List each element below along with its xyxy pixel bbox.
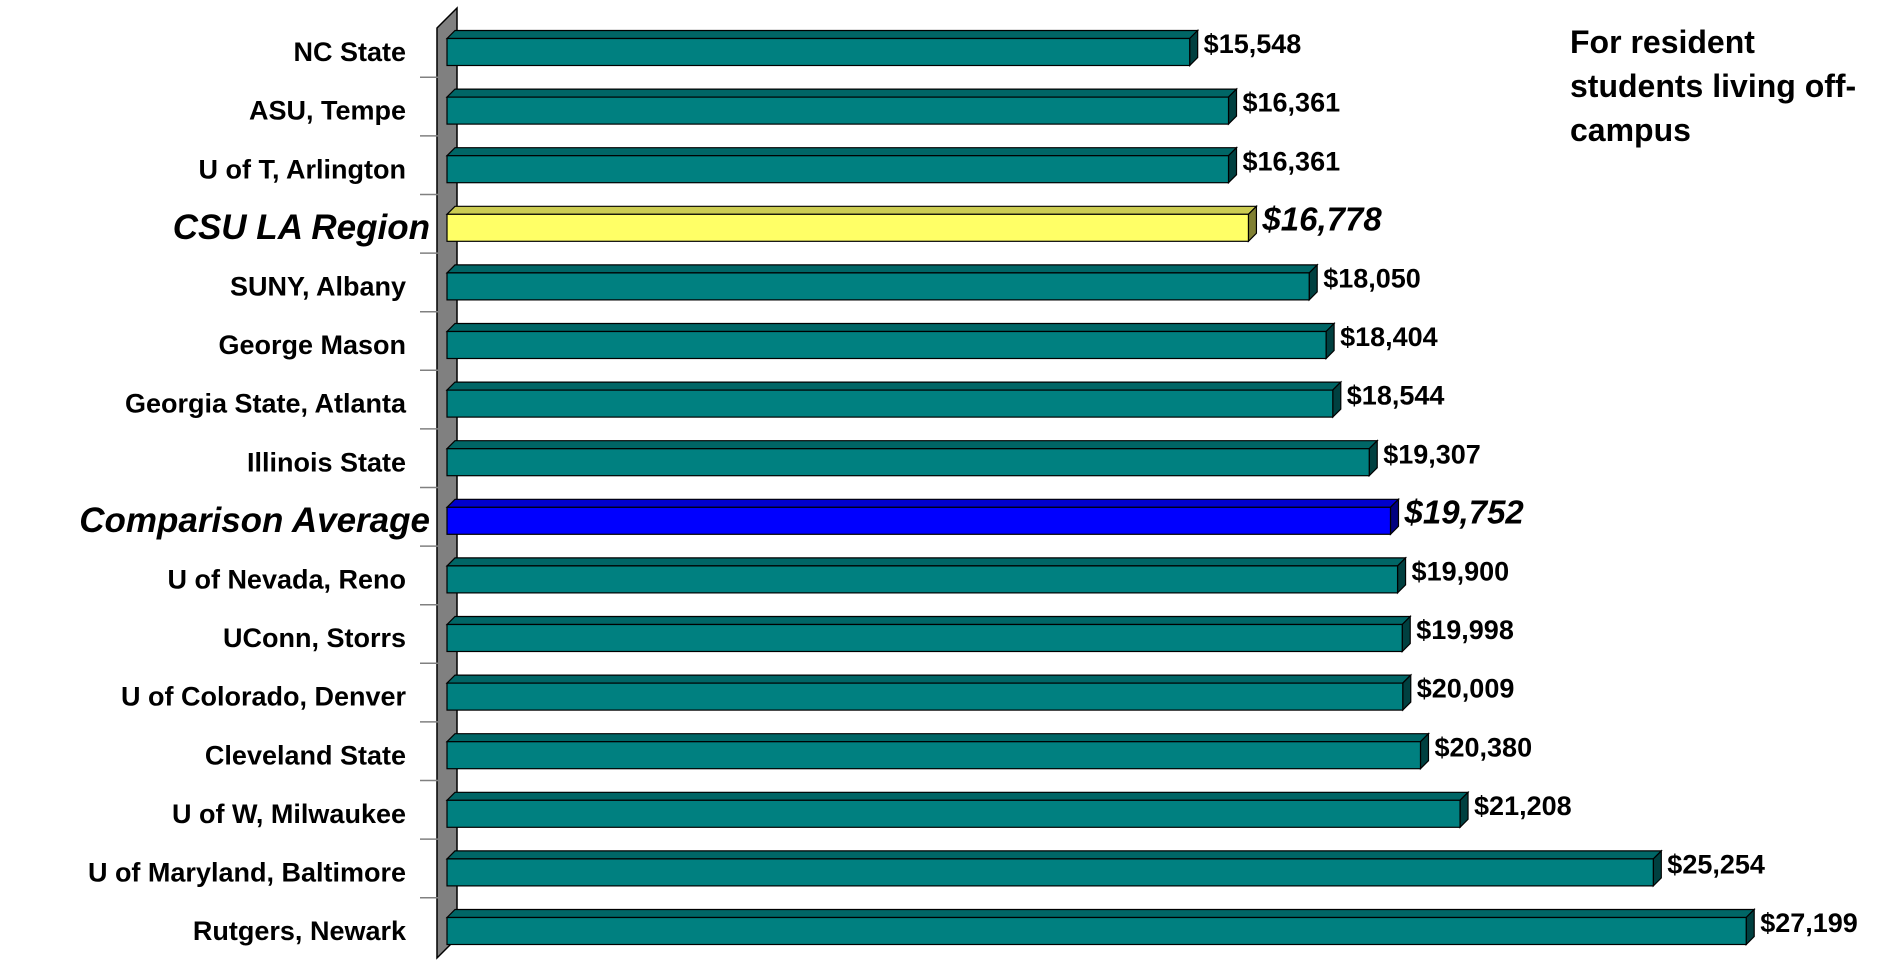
bar-top (445, 615, 1412, 626)
bar (446, 37, 1191, 67)
category-label: George Mason (218, 330, 406, 360)
category-label: U of T, Arlington (199, 154, 406, 184)
value-label: $19,307 (1383, 439, 1481, 469)
bar-top (445, 440, 1379, 450)
bar (446, 96, 1230, 125)
bar (446, 741, 1422, 770)
value-label: $18,544 (1347, 381, 1445, 411)
bar-top (445, 791, 1470, 801)
category-label: CSU LA Region (173, 208, 430, 247)
category-label: NC State (293, 37, 406, 67)
category-label: U of Colorado, Denver (121, 682, 407, 712)
value-label: $19,752 (1403, 494, 1524, 531)
bar (446, 506, 1392, 535)
category-label: Georgia State, Atlanta (125, 389, 407, 419)
category-label: U of W, Milwaukee (172, 799, 406, 829)
value-label: $19,900 (1412, 557, 1510, 587)
value-label: $20,380 (1434, 732, 1532, 762)
category-label: Comparison Average (79, 501, 430, 540)
bar (446, 272, 1310, 301)
category-label: UConn, Storrs (223, 623, 406, 653)
value-label: $16,361 (1243, 88, 1341, 118)
bar (446, 858, 1654, 887)
bar-top (445, 29, 1200, 40)
bar-top (445, 381, 1343, 391)
category-label: Rutgers, Newark (193, 916, 407, 946)
value-label: $27,199 (1760, 908, 1858, 938)
bar-top (445, 205, 1258, 215)
value-label: $25,254 (1667, 850, 1765, 880)
value-label: $16,361 (1243, 146, 1341, 176)
bar (446, 448, 1370, 477)
bar-top (445, 850, 1663, 860)
bar (446, 565, 1399, 594)
value-label: $15,548 (1204, 29, 1302, 59)
value-label: $16,778 (1261, 201, 1382, 238)
bar (446, 155, 1230, 184)
value-label: $18,050 (1323, 264, 1421, 294)
annotation: For resident students living off-campus (1570, 24, 1857, 148)
category-label: ASU, Tempe (249, 96, 406, 126)
bar-top (445, 733, 1430, 743)
bar-top (445, 557, 1408, 567)
bar-top (445, 908, 1756, 919)
category-label: U of Nevada, Reno (167, 565, 406, 595)
value-label: $21,208 (1474, 791, 1572, 821)
bar-top (445, 264, 1319, 274)
bar-top (445, 498, 1400, 508)
bar (446, 916, 1747, 946)
category-label: Cleveland State (205, 740, 406, 770)
value-label: $20,009 (1417, 674, 1515, 704)
value-label: $19,998 (1416, 615, 1514, 645)
bar (446, 682, 1404, 711)
bar-top (445, 147, 1238, 157)
bar (446, 799, 1461, 828)
category-label: U of Maryland, Baltimore (88, 858, 406, 888)
bar (446, 623, 1403, 653)
bar-top (445, 674, 1413, 684)
bar (446, 330, 1327, 360)
category-label: SUNY, Albany (230, 272, 406, 302)
value-label: $18,404 (1340, 322, 1438, 352)
bar (446, 213, 1250, 242)
bar-top (445, 88, 1238, 98)
bar (446, 389, 1334, 418)
bar-top (445, 322, 1336, 333)
category-label: Illinois State (247, 447, 406, 477)
